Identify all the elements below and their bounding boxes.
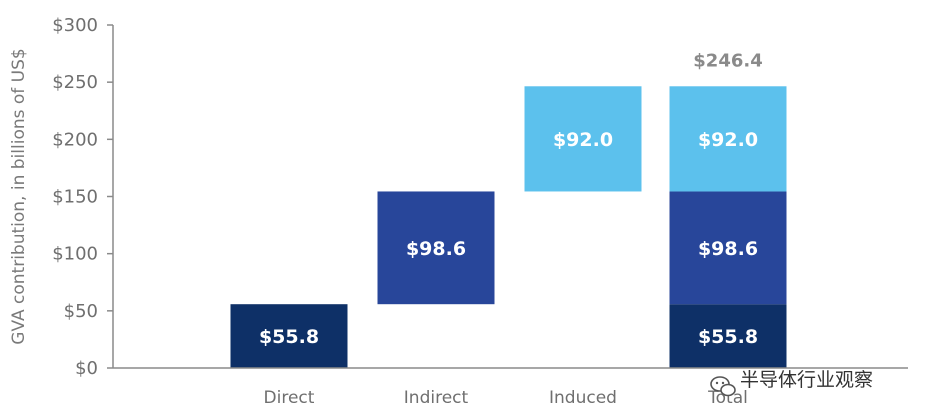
bars: $55.8 $98.6 $92.0 $55.8 $98.6 $92.0 — [230, 86, 787, 368]
total-value-label: $246.4 — [693, 50, 762, 71]
bar-value-label: $55.8 — [698, 326, 758, 348]
bar-total-indirect — [669, 191, 787, 305]
y-tick-label: $100 — [52, 244, 98, 265]
bar-total-direct — [669, 304, 787, 368]
bar-value-label: $98.6 — [406, 238, 466, 260]
y-axis-label: GVA contribution, in billions of US$ — [9, 48, 29, 344]
y-tick-label: $50 — [64, 301, 98, 322]
x-category-label: Total — [707, 388, 748, 408]
bar-indirect-indirect — [377, 191, 495, 305]
bar-direct-direct — [230, 304, 348, 368]
x-category-label: Direct — [264, 388, 315, 408]
y-tick-label: $250 — [52, 72, 98, 93]
y-tick-label: $0 — [75, 358, 98, 379]
y-axis: $0 $50 $100 $150 $200 $250 $300 — [52, 15, 114, 379]
y-tick-label: $150 — [52, 187, 98, 208]
bar-value-label: $55.8 — [259, 326, 319, 348]
bar-value-label: $92.0 — [553, 129, 613, 151]
x-axis: Direct Indirect Induced Total — [113, 367, 908, 408]
bar-value-label: $92.0 — [698, 129, 758, 151]
watermark: 半导体行业观察 — [710, 369, 873, 397]
wechat-icon — [710, 376, 736, 397]
bar-value-label: $98.6 — [698, 238, 758, 260]
y-tick-label: $200 — [52, 129, 98, 150]
bar-induced-induced — [524, 86, 642, 192]
y-tick-label: $300 — [52, 15, 98, 36]
x-category-label: Induced — [549, 388, 617, 408]
watermark-text: 半导体行业观察 — [740, 369, 873, 391]
bar-total-induced — [669, 86, 787, 192]
x-category-label: Indirect — [404, 388, 469, 408]
